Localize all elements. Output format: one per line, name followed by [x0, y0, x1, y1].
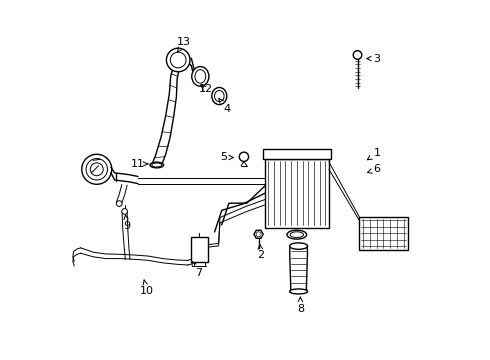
- Ellipse shape: [212, 87, 227, 105]
- Text: 3: 3: [367, 54, 381, 64]
- Ellipse shape: [287, 230, 307, 239]
- Circle shape: [82, 154, 112, 184]
- Ellipse shape: [150, 162, 164, 168]
- Ellipse shape: [290, 232, 304, 238]
- Text: 4: 4: [219, 99, 231, 113]
- Circle shape: [122, 208, 127, 214]
- Circle shape: [353, 51, 362, 59]
- Text: 8: 8: [297, 297, 304, 314]
- Circle shape: [256, 232, 261, 237]
- FancyBboxPatch shape: [359, 217, 408, 249]
- Polygon shape: [254, 230, 263, 238]
- Ellipse shape: [192, 67, 209, 86]
- FancyBboxPatch shape: [265, 158, 329, 228]
- FancyBboxPatch shape: [263, 149, 331, 158]
- Text: 1: 1: [368, 148, 381, 160]
- Text: 10: 10: [140, 280, 154, 296]
- Circle shape: [171, 52, 186, 68]
- Ellipse shape: [290, 289, 308, 294]
- FancyBboxPatch shape: [191, 237, 208, 262]
- Ellipse shape: [290, 243, 308, 249]
- Text: 6: 6: [368, 164, 381, 174]
- Text: 2: 2: [258, 244, 265, 260]
- Ellipse shape: [215, 90, 224, 102]
- Circle shape: [86, 158, 107, 180]
- Ellipse shape: [152, 163, 162, 167]
- Text: 7: 7: [192, 261, 202, 278]
- Ellipse shape: [195, 69, 206, 83]
- Text: 11: 11: [131, 159, 148, 169]
- Circle shape: [90, 163, 103, 176]
- Text: 12: 12: [198, 84, 213, 94]
- Circle shape: [167, 48, 190, 72]
- Circle shape: [117, 201, 122, 206]
- Text: 5: 5: [220, 153, 233, 162]
- Text: 13: 13: [177, 37, 191, 53]
- Text: 9: 9: [123, 215, 131, 231]
- Circle shape: [239, 152, 248, 161]
